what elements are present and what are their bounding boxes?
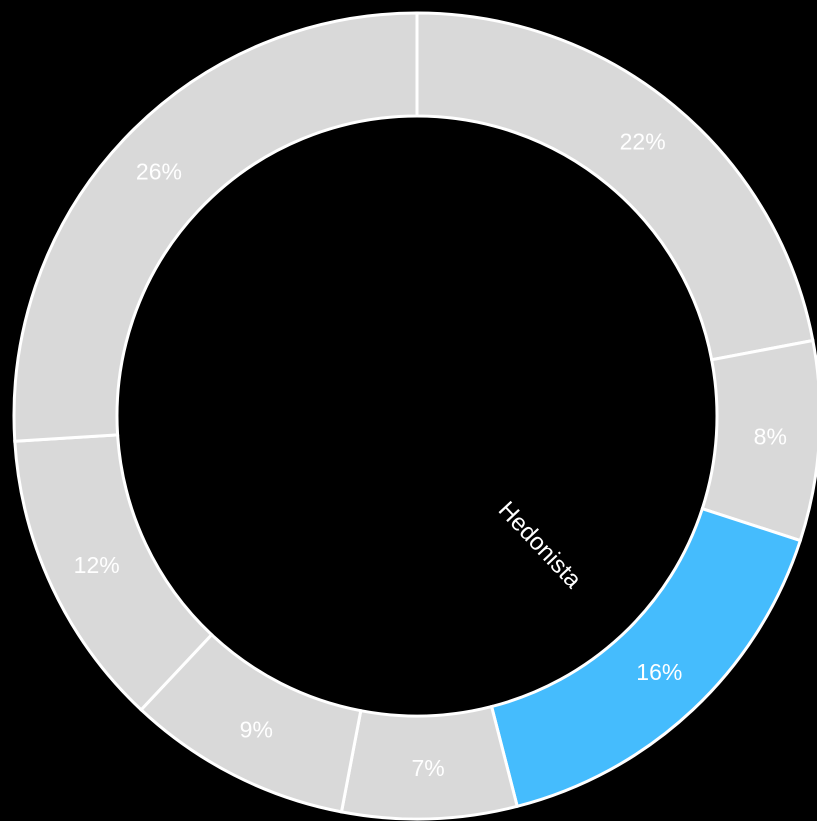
- value-label: 7%: [411, 755, 444, 781]
- donut-slice: [415, 11, 815, 362]
- value-label: 9%: [240, 716, 273, 742]
- value-label: 26%: [136, 159, 182, 185]
- value-label: 8%: [754, 423, 787, 449]
- donut-slice: [12, 11, 419, 443]
- value-label: 12%: [74, 552, 120, 578]
- category-label: Hedonista: [493, 496, 587, 594]
- value-label: 16%: [636, 659, 682, 685]
- value-label: 22%: [620, 128, 666, 154]
